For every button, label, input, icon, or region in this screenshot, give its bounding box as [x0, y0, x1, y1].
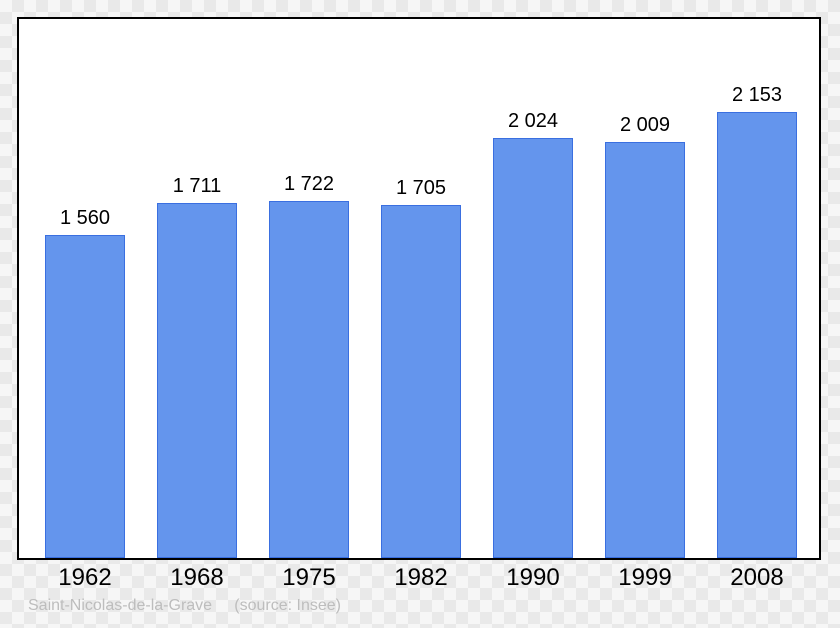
bars-container: 1 560 1 711 1 722 1 705 2 024 2 009 2 153: [19, 19, 819, 558]
bar: 2 153: [717, 112, 797, 558]
chart-canvas: 1 560 1 711 1 722 1 705 2 024 2 009 2 153 1962…: [0, 0, 840, 628]
bar-value-label: 2 009: [620, 114, 670, 137]
x-axis-label: 1968: [170, 564, 223, 592]
plot-frame: 1 560 1 711 1 722 1 705 2 024 2 009 2 153: [17, 17, 821, 560]
bar: 1 711: [157, 203, 237, 558]
x-axis-labels: 1962 1968 1975 1982 1990 1999 2008: [19, 564, 819, 594]
x-axis-label: 1975: [282, 564, 335, 592]
bar: 2 024: [493, 138, 573, 558]
bar-value-label: 2 024: [508, 110, 558, 133]
bar-value-label: 2 153: [732, 84, 782, 107]
footer-source: (source: Insee): [234, 597, 341, 614]
bar: 1 722: [269, 201, 349, 558]
bar-value-label: 1 560: [60, 207, 110, 230]
bar: 1 560: [45, 235, 125, 558]
x-axis-label: 1982: [394, 564, 447, 592]
bar: 2 009: [605, 142, 685, 558]
footer-location: Saint-Nicolas-de-la-Grave: [28, 597, 212, 614]
x-axis-label: 2008: [730, 564, 783, 592]
bar-value-label: 1 711: [173, 175, 222, 198]
x-axis-label: 1990: [506, 564, 559, 592]
bar: 1 705: [381, 205, 461, 558]
x-axis-label: 1962: [58, 564, 111, 592]
bar-value-label: 1 705: [396, 177, 446, 200]
chart-footer: Saint-Nicolas-de-la-Grave (source: Insee…: [28, 597, 341, 615]
x-axis-label: 1999: [618, 564, 671, 592]
bar-value-label: 1 722: [284, 173, 334, 196]
